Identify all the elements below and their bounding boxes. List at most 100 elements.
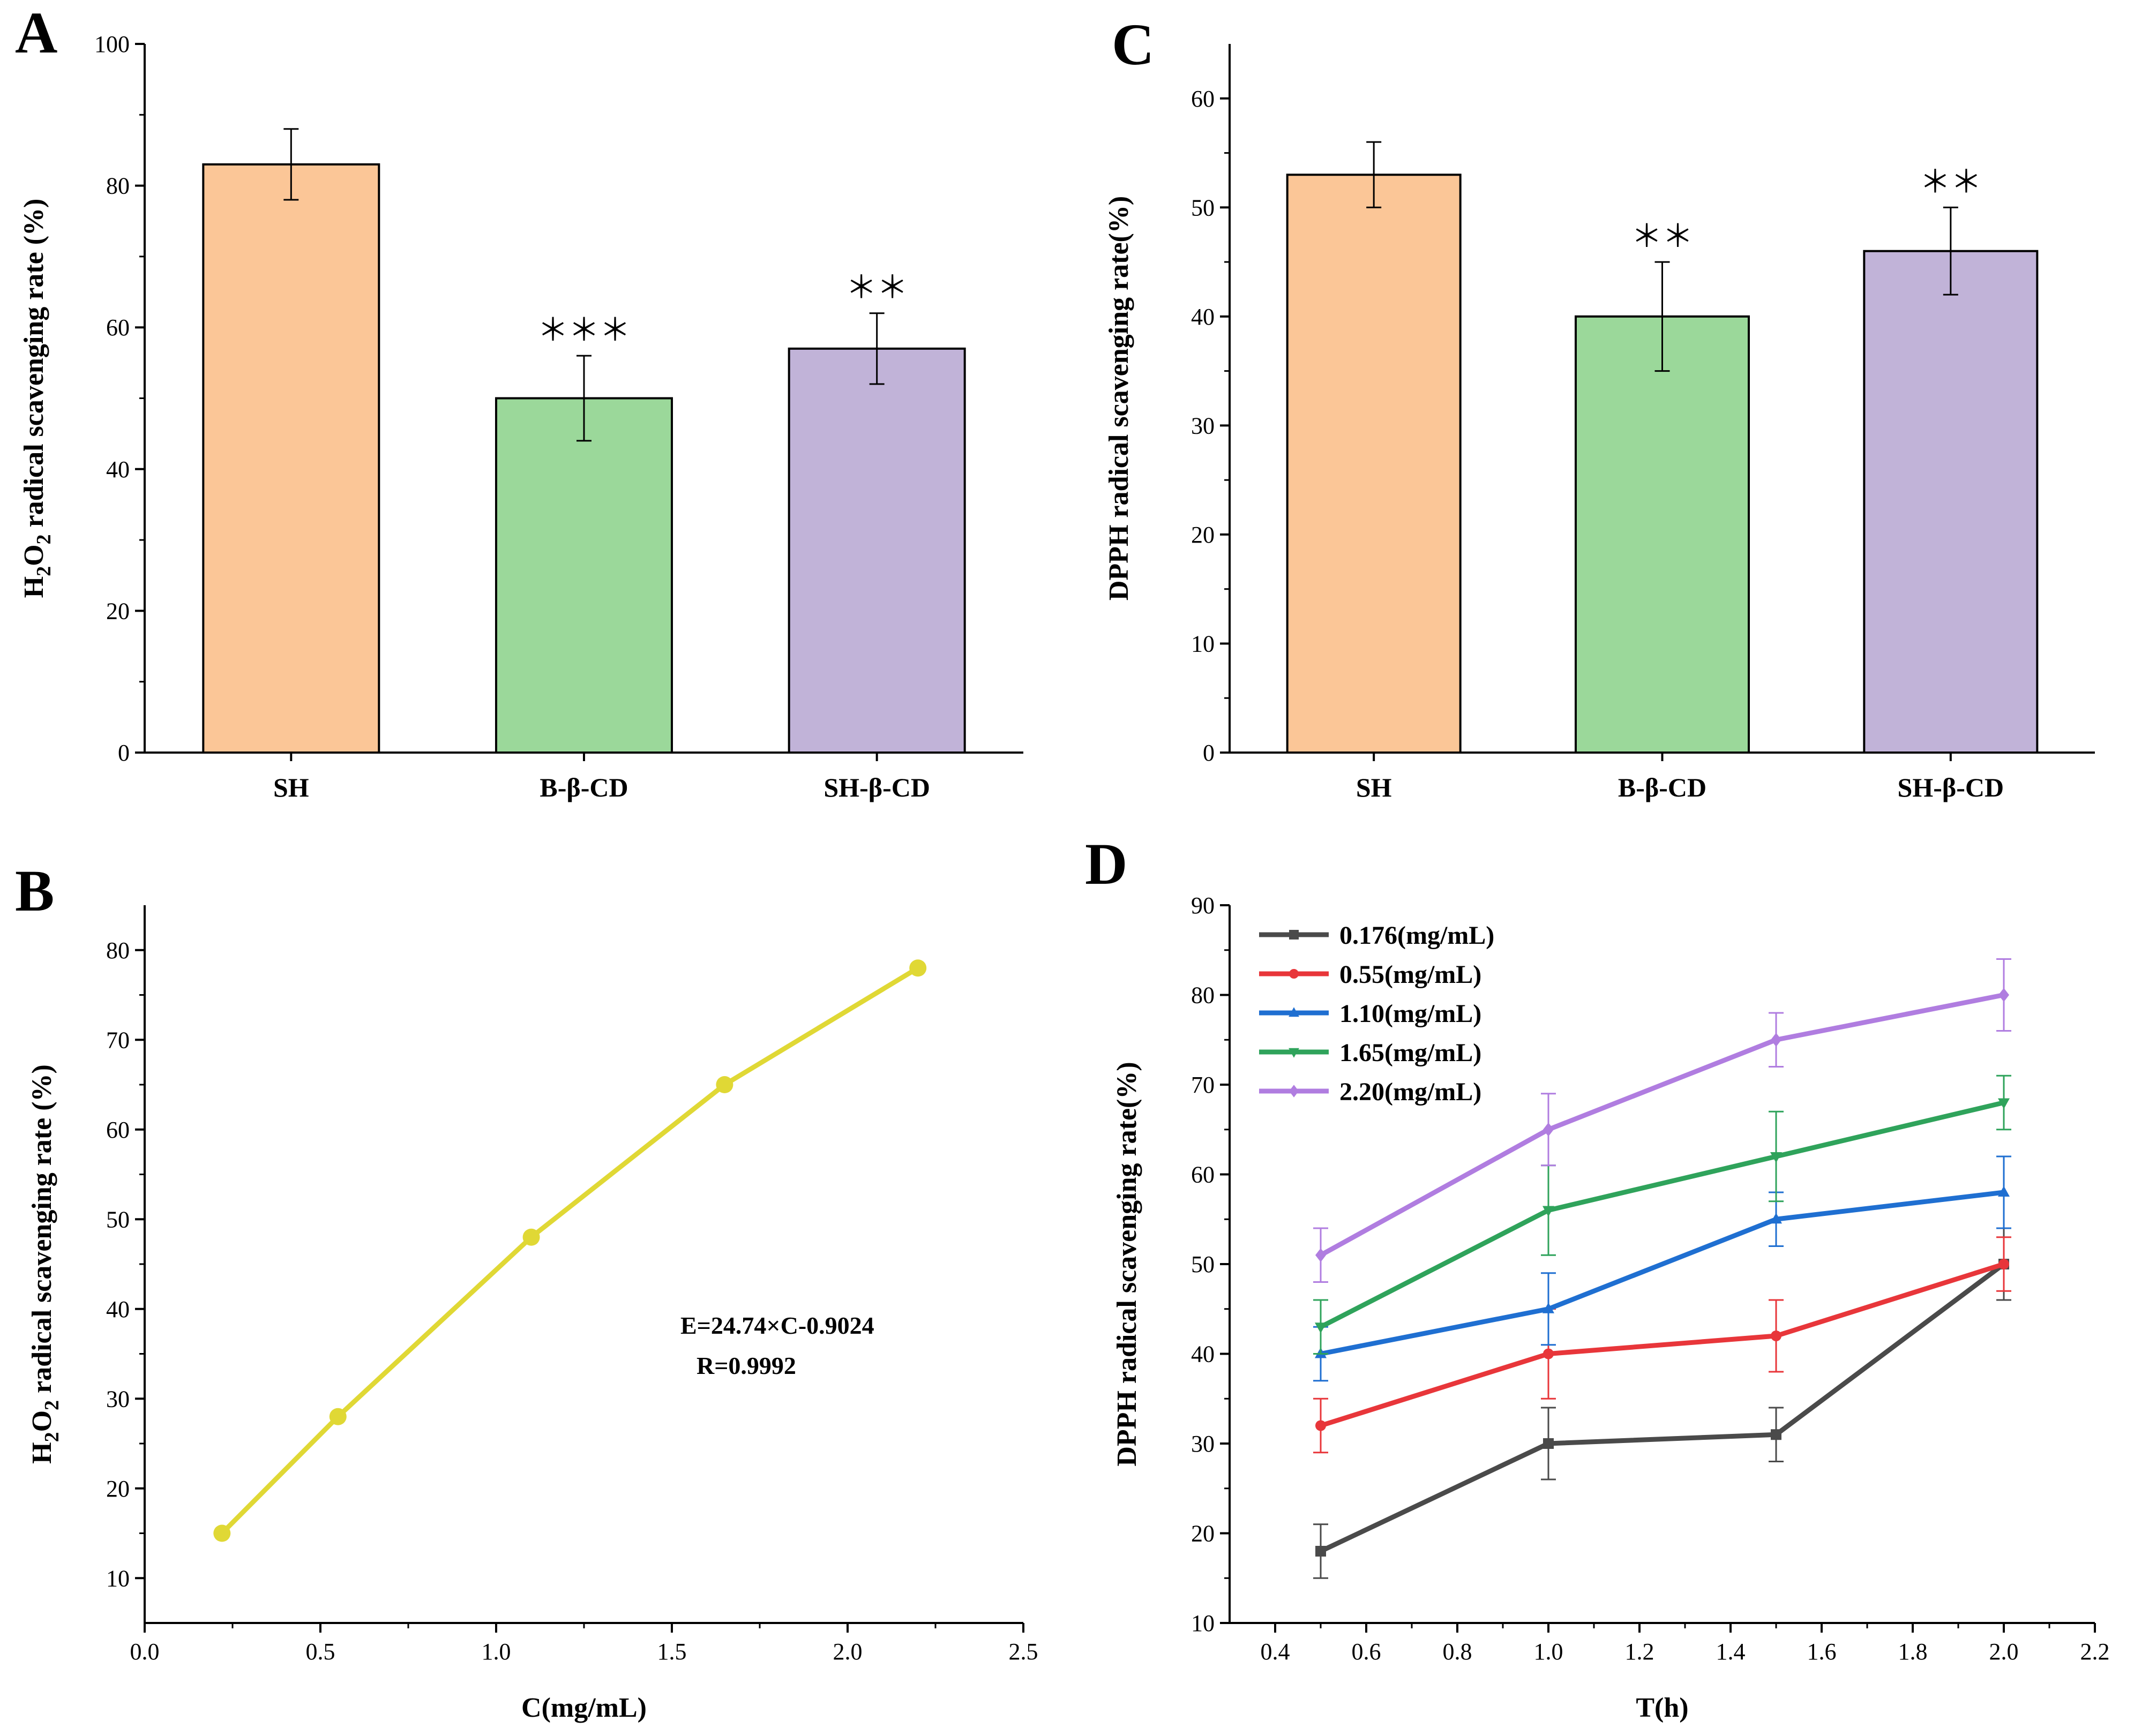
- series-line: [1320, 1190, 2004, 1356]
- y-tick-label: 60: [106, 1117, 130, 1143]
- x-axis-label: C(mg/mL): [521, 1693, 647, 1723]
- r-value-text: R=0.9992: [697, 1352, 796, 1379]
- x-category-label: SH-β-CD: [823, 772, 930, 802]
- legend: 0.176(mg/mL) 0.55(mg/mL) 1.10(mg/mL) 1.65(m…: [1259, 921, 1494, 1106]
- y-tick-label: 30: [1191, 1431, 1215, 1457]
- y-tick-label: 10: [1191, 630, 1215, 657]
- series-group: [1313, 1236, 2011, 1454]
- y-tick-label: 60: [1191, 1162, 1215, 1188]
- y-tick-label: 70: [1191, 1072, 1215, 1098]
- ylabel-part: O: [19, 544, 49, 566]
- marker-triangle-up: [1770, 1213, 1782, 1224]
- ylabel-part: O: [27, 1410, 57, 1432]
- series-group: [1313, 1074, 2011, 1355]
- panel-d-line-chart: 10 20 30 40 50 60 70 80 90 0.4 0.6 0.8 1.0 1.2 1.4 1.6 1…: [1112, 892, 2110, 1723]
- x-tick-label: 1.6: [1807, 1639, 1837, 1665]
- x-tick-label: 1.0: [1534, 1639, 1563, 1665]
- significance-annotation: ＊＊: [846, 270, 908, 305]
- y-tick-label: 70: [106, 1027, 130, 1053]
- x-category-label: B-β-CD: [1618, 772, 1706, 802]
- marker-triangle-down: [1998, 1098, 2010, 1109]
- significance-annotation: ＊＊＊: [537, 313, 631, 348]
- marker-square: [1315, 1546, 1326, 1557]
- series-group: [1313, 1227, 2011, 1579]
- series-line: [1319, 1100, 2005, 1329]
- ylabel-part: 2: [41, 1400, 63, 1410]
- legend-entry-label: 2.20(mg/mL): [1339, 1078, 1481, 1106]
- x-tick-label: 0.0: [130, 1639, 160, 1665]
- x-tick-label: 2.0: [1989, 1639, 2019, 1665]
- y-axis-label: DPPH radical scavenging rate(%): [1112, 1062, 1142, 1466]
- marker-circle: [1998, 1259, 2009, 1269]
- y-tick-label: 0: [1203, 740, 1215, 766]
- significance-annotation: ＊＊: [1631, 219, 1693, 254]
- marker-square: [1289, 930, 1299, 940]
- y-axis-label: H2O2 radical scavenging rate (%): [27, 1064, 63, 1464]
- equation-text: E=24.74×C-0.9024: [680, 1312, 874, 1339]
- ylabel-part: H: [27, 1442, 57, 1463]
- series-group: [1313, 958, 2011, 1283]
- y-tick-label: 10: [106, 1565, 130, 1591]
- marker-circle: [1315, 1420, 1326, 1431]
- ylabel-part: 2: [33, 534, 55, 544]
- panel-label-c: C: [1112, 12, 1154, 77]
- bar: [1863, 250, 2039, 754]
- ylabel-part: 2: [33, 566, 55, 576]
- x-tick-label: 2.2: [2080, 1639, 2110, 1665]
- marker-triangle-up: [1998, 1186, 2010, 1197]
- legend-entry-label: 1.65(mg/mL): [1339, 1039, 1481, 1067]
- y-tick-label: 100: [94, 31, 130, 57]
- panel-label-b: B: [15, 858, 54, 923]
- ylabel-part: 2: [41, 1432, 63, 1442]
- marker-triangle-up: [1543, 1302, 1554, 1313]
- y-tick-label: 20: [1191, 1521, 1215, 1547]
- y-tick-label: 10: [1191, 1610, 1215, 1636]
- y-tick-label: 40: [106, 456, 130, 483]
- marker-diamond: [1315, 1248, 1326, 1262]
- marker-triangle-up: [1289, 1007, 1299, 1017]
- x-tick-label: 0.8: [1443, 1639, 1472, 1665]
- bar: [788, 347, 966, 754]
- y-tick-label: 20: [106, 1476, 130, 1502]
- ylabel-part: H: [19, 576, 49, 598]
- x-tick-label: 2.0: [833, 1639, 863, 1665]
- y-tick-label: 50: [1191, 1251, 1215, 1277]
- data-point: [329, 1408, 347, 1425]
- legend-entry-label: 0.176(mg/mL): [1339, 921, 1494, 950]
- legend-entry-label: 0.55(mg/mL): [1339, 960, 1481, 989]
- series-line: [1319, 993, 2004, 1258]
- y-tick-label: 30: [1191, 412, 1215, 439]
- marker-triangle-down: [1543, 1206, 1554, 1217]
- panel-c-bar-chart: 0 10 20 30 40 50 60 SH ＊＊ B-β-CD ＊＊ SH-β-CD DPPH rad…: [1104, 44, 2095, 802]
- y-tick-label: 80: [1191, 982, 1215, 1009]
- x-tick-label: 1.0: [482, 1639, 511, 1665]
- x-category-label: SH: [273, 772, 309, 802]
- marker-circle: [1771, 1331, 1781, 1341]
- x-category-label: B-β-CD: [540, 772, 628, 802]
- panel-label-a: A: [15, 0, 57, 65]
- y-tick-label: 80: [106, 937, 130, 964]
- marker-triangle-down: [1770, 1152, 1782, 1163]
- bar: [495, 397, 673, 754]
- y-tick-label: 60: [1191, 86, 1215, 112]
- marker-square: [1543, 1438, 1554, 1449]
- marker-diamond: [1289, 1085, 1299, 1098]
- y-tick-label: 50: [1191, 194, 1215, 221]
- series-group: [1313, 1155, 2011, 1382]
- x-tick-label: 0.4: [1261, 1639, 1290, 1665]
- y-tick-label: 60: [106, 314, 130, 341]
- marker-circle: [1289, 969, 1299, 979]
- bar: [1286, 174, 1462, 754]
- x-tick-label: 1.8: [1898, 1639, 1928, 1665]
- x-axis-label: T(h): [1636, 1693, 1688, 1723]
- marker-diamond: [1771, 1033, 1781, 1047]
- x-tick-label: 0.6: [1352, 1639, 1381, 1665]
- marker-diamond: [1998, 988, 2009, 1002]
- series-line: [1320, 1261, 2005, 1428]
- marker-diamond: [1543, 1122, 1554, 1137]
- x-tick-label: 1.4: [1716, 1639, 1746, 1665]
- y-axis-label: DPPH radical scavenging rate(%): [1104, 196, 1134, 600]
- marker-triangle-down: [1315, 1322, 1327, 1334]
- x-category-label: SH: [1356, 772, 1392, 802]
